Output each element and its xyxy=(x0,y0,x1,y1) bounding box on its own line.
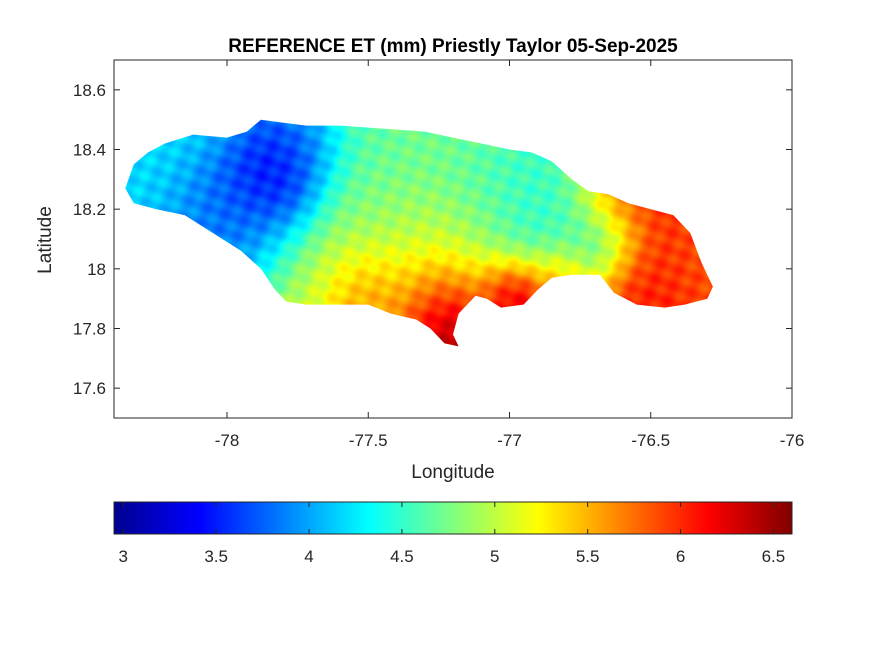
map-title: REFERENCE ET (mm) Priestly Taylor 05-Sep… xyxy=(228,36,678,57)
colorbar xyxy=(113,501,793,535)
x-axis-ticks: -78 -77.5 -77 -76.5 -76 xyxy=(215,60,805,450)
axes-box xyxy=(113,59,793,419)
y-tick-label: 18.4 xyxy=(73,141,106,160)
y-axis-ticks: 17.6 17.8 18 18.2 18.4 18.6 xyxy=(73,81,792,398)
x-tick-label: -78 xyxy=(215,431,240,450)
y-tick-label: 17.8 xyxy=(73,320,106,339)
x-tick-label: -77.5 xyxy=(349,431,388,450)
x-tick-label: -76 xyxy=(780,431,805,450)
colorbar-tick-label: 5.5 xyxy=(576,547,600,566)
x-tick-label: -76.5 xyxy=(631,431,670,450)
colorbar-tick-label: 4.5 xyxy=(390,547,414,566)
y-tick-label: 18.6 xyxy=(73,81,106,100)
colorbar-ticks: 3 3.5 4 4.5 5 5.5 6 6.5 xyxy=(119,502,786,566)
colorbar-tick-label: 6 xyxy=(676,547,685,566)
colorbar-tick-label: 3.5 xyxy=(204,547,228,566)
x-axis-label: Longitude xyxy=(411,462,494,483)
colorbar-tick-label: 3 xyxy=(119,547,128,566)
x-tick-label: -77 xyxy=(497,431,522,450)
colorbar-tick-label: 6.5 xyxy=(762,547,786,566)
y-tick-label: 17.6 xyxy=(73,379,106,398)
y-axis-label: Latitude xyxy=(35,206,56,274)
colorbar-tick-label: 4 xyxy=(304,547,313,566)
colorbar-tick-label: 5 xyxy=(490,547,499,566)
y-tick-label: 18 xyxy=(87,260,106,279)
y-tick-label: 18.2 xyxy=(73,200,106,219)
